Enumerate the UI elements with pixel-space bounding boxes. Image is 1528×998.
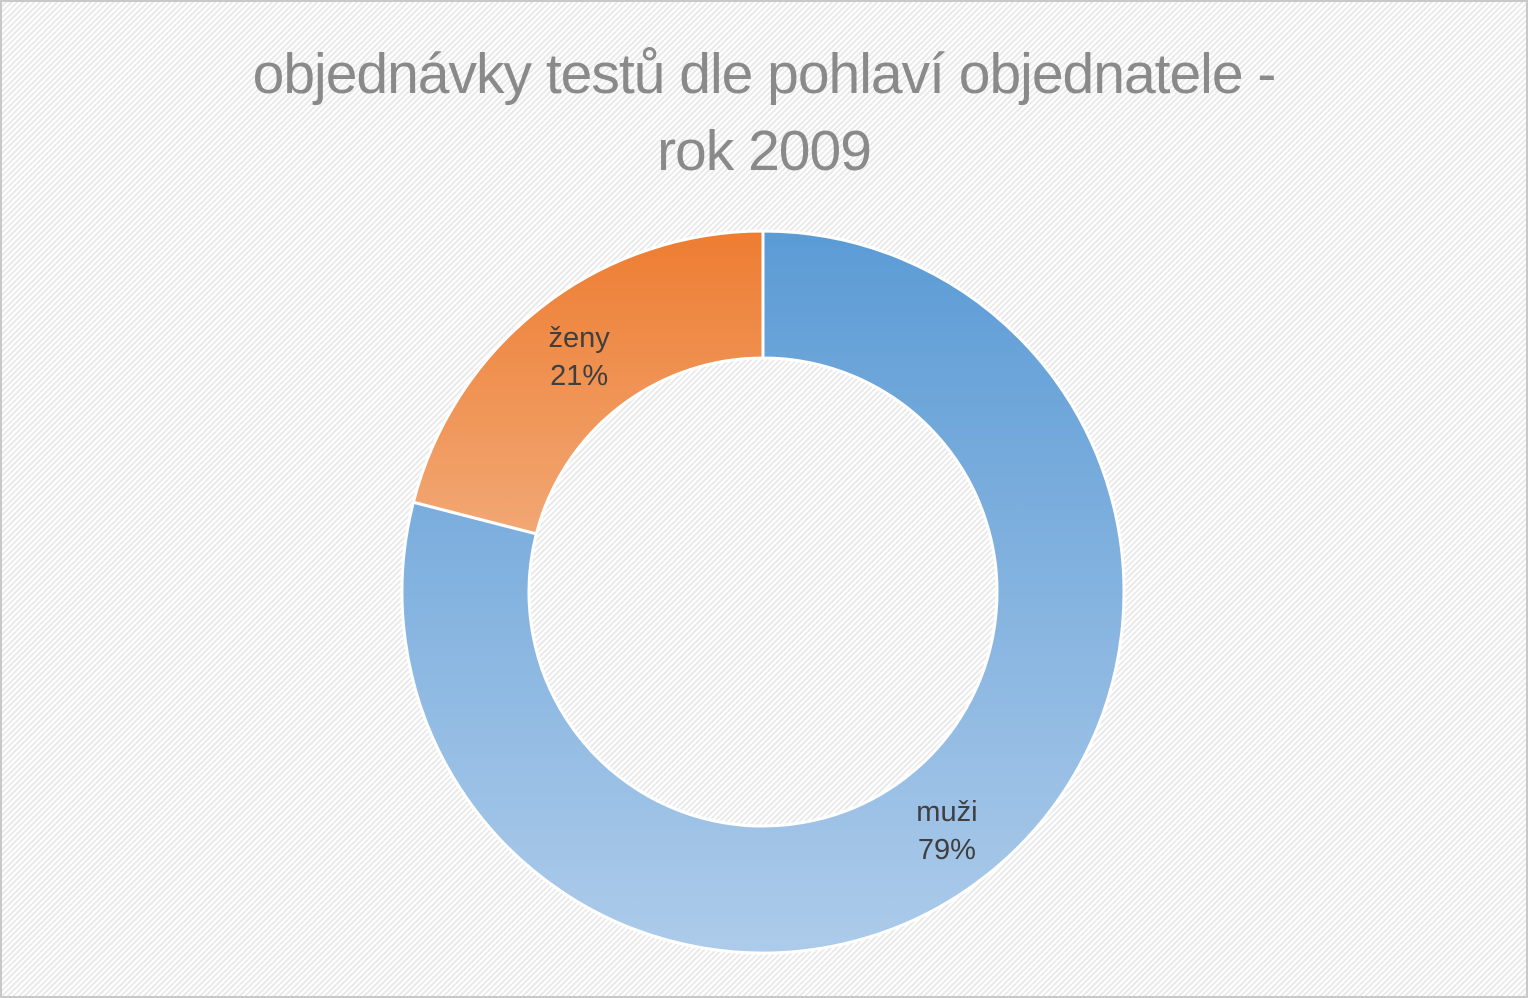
slice-percent-label: 79% — [918, 834, 976, 866]
pie-slice-0-79%[interactable] — [400, 229, 1126, 955]
chart-title: objednávky testů dle pohlaví objednatele… — [2, 36, 1526, 190]
pie-slice-1-21%[interactable] — [411, 229, 765, 536]
slice-category-label: ženy — [548, 322, 610, 354]
slice-label-0: muži 79% — [916, 796, 977, 866]
slice-category-label: muži — [916, 796, 977, 828]
chart-title-line-2: rok 2009 — [657, 119, 872, 183]
slice-label-1: ženy 21% — [548, 322, 610, 392]
slice-percent-label: 21% — [550, 360, 608, 392]
chart-title-line-1: objednávky testů dle pohlaví objednatele… — [252, 42, 1277, 106]
